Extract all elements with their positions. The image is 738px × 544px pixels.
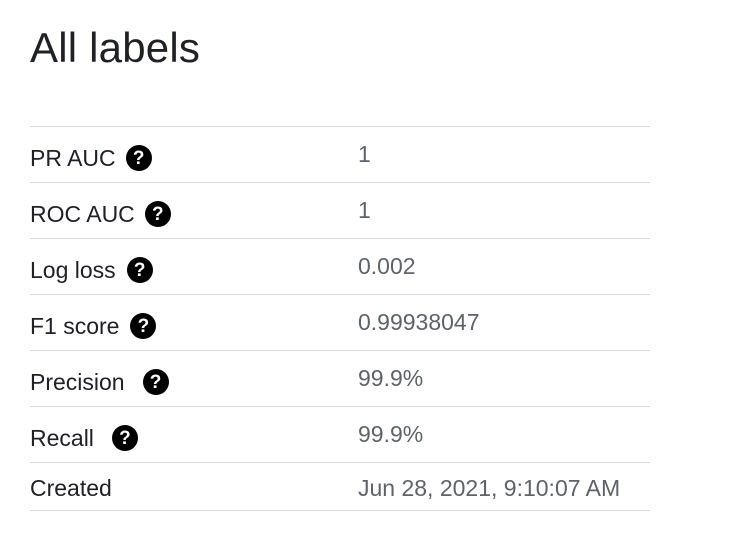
metric-row-log-loss: Log loss ? 0.002 bbox=[30, 239, 650, 295]
metric-label-container: F1 score ? bbox=[30, 311, 157, 341]
metric-label: PR AUC bbox=[30, 145, 116, 171]
metric-label: Precision bbox=[30, 369, 125, 395]
metric-value: 1 bbox=[358, 197, 371, 223]
help-icon[interactable]: ? bbox=[130, 313, 157, 339]
metric-row-recall: Recall ? 99.9% bbox=[30, 407, 650, 463]
metric-label: ROC AUC bbox=[30, 201, 135, 227]
metric-row-precision: Precision ? 99.9% bbox=[30, 351, 650, 407]
metric-row-roc-auc: ROC AUC ? 1 bbox=[30, 183, 650, 239]
metrics-table: PR AUC ? 1 ROC AUC ? 1 Log loss ? 0.002 … bbox=[30, 126, 650, 511]
metric-row-created: Created Jun 28, 2021, 9:10:07 AM bbox=[30, 463, 650, 511]
metric-label-container: Created bbox=[30, 473, 112, 503]
help-icon[interactable]: ? bbox=[142, 369, 169, 395]
metric-label-container: PR AUC ? bbox=[30, 143, 152, 173]
metric-value: 0.002 bbox=[358, 253, 416, 279]
metric-value: 0.99938047 bbox=[358, 309, 480, 335]
metric-label-container: Precision ? bbox=[30, 367, 169, 397]
created-value: Jun 28, 2021, 9:10:07 AM bbox=[358, 475, 621, 501]
created-label: Created bbox=[30, 475, 112, 501]
help-icon[interactable]: ? bbox=[144, 201, 171, 227]
help-icon[interactable]: ? bbox=[111, 425, 138, 451]
metric-label-container: Log loss ? bbox=[30, 255, 153, 285]
metric-label: Recall bbox=[30, 425, 94, 451]
metric-label: F1 score bbox=[30, 313, 120, 339]
page-title: All labels bbox=[30, 24, 201, 71]
metric-row-f1-score: F1 score ? 0.99938047 bbox=[30, 295, 650, 351]
metric-value: 99.9% bbox=[358, 421, 424, 447]
metric-value: 1 bbox=[358, 141, 371, 167]
metric-label-container: ROC AUC ? bbox=[30, 199, 171, 229]
metric-value: 99.9% bbox=[358, 365, 424, 391]
help-icon[interactable]: ? bbox=[125, 145, 152, 171]
metric-row-pr-auc: PR AUC ? 1 bbox=[30, 127, 650, 183]
metric-label-container: Recall ? bbox=[30, 423, 138, 453]
metric-label: Log loss bbox=[30, 257, 116, 283]
help-icon[interactable]: ? bbox=[126, 257, 153, 283]
